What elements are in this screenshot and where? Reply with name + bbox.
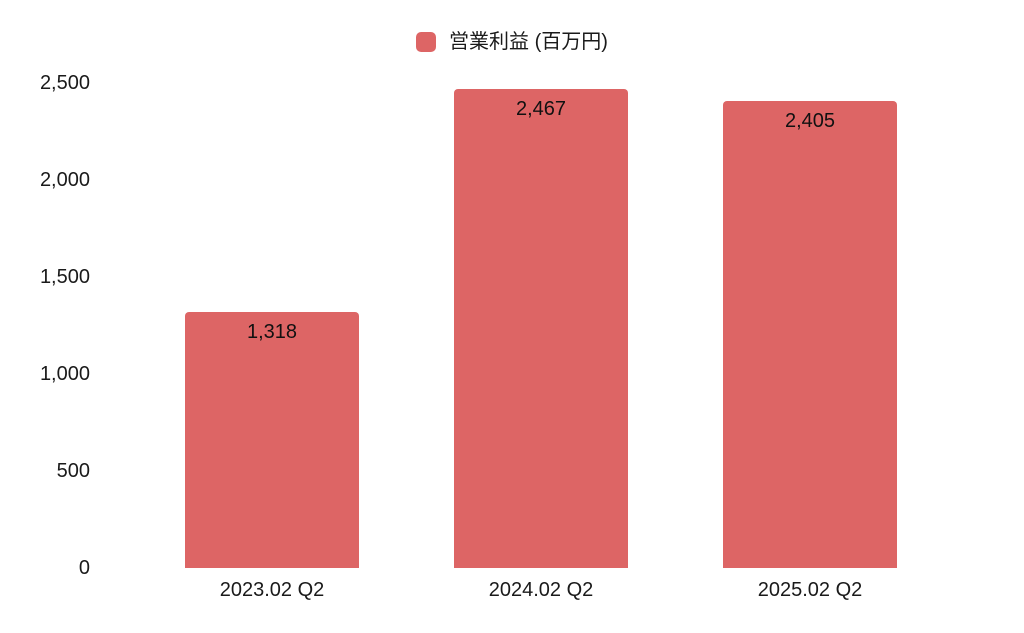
y-axis-tick-label: 2,000 bbox=[39, 169, 90, 191]
y-axis-tick-label: 1,500 bbox=[39, 266, 90, 288]
chart-legend: 営業利益 (百万円) bbox=[0, 31, 1024, 53]
x-axis-label: 2025.02 Q2 bbox=[757, 579, 863, 601]
bar-2[interactable]: 2,467 bbox=[454, 89, 628, 568]
legend-swatch-icon bbox=[416, 32, 437, 52]
bar-3[interactable]: 2,405 bbox=[723, 101, 897, 568]
legend-label: 営業利益 (百万円) bbox=[449, 31, 608, 53]
bar-value-label: 2,405 bbox=[784, 110, 836, 133]
x-axis-label: 2024.02 Q2 bbox=[488, 579, 594, 601]
y-axis-tick-label: 1,000 bbox=[39, 363, 90, 385]
bar-value-label: 1,318 bbox=[246, 321, 298, 344]
y-axis-tick-label: 500 bbox=[56, 460, 90, 482]
bar-value-label: 2,467 bbox=[515, 98, 567, 121]
y-axis-tick-label: 2,500 bbox=[39, 72, 90, 94]
bar-1[interactable]: 1,318 bbox=[185, 312, 359, 568]
x-axis-label: 2023.02 Q2 bbox=[219, 579, 325, 601]
y-axis-tick-label: 0 bbox=[78, 557, 90, 579]
legend-item-operating-profit[interactable]: 営業利益 (百万円) bbox=[416, 31, 608, 53]
